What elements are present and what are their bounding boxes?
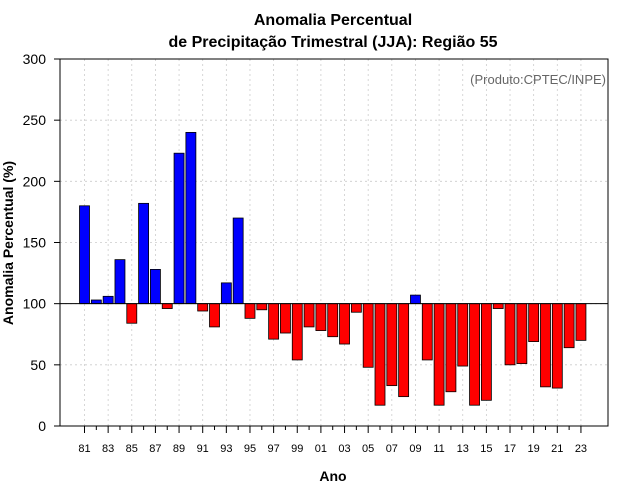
x-tick-label: 03	[338, 443, 350, 455]
bar-05	[362, 303, 374, 368]
x-axis: 81 83 85 87 89 91 93 95 97 99 01 03 05 07 09 11 13 15 17 19…	[78, 426, 587, 455]
bar-84	[114, 259, 126, 305]
bar-11	[433, 303, 445, 406]
y-axis: 0 50 100 150 200 250 300	[23, 51, 60, 434]
y-tick-label: 100	[23, 296, 47, 312]
bar-89	[173, 152, 185, 305]
bar-93	[220, 282, 232, 305]
bar-88	[161, 303, 173, 309]
bar-10	[421, 303, 433, 361]
bar-03	[339, 303, 350, 345]
bar-08	[398, 303, 410, 398]
bar-17	[504, 303, 516, 366]
bar-23	[575, 303, 587, 341]
x-tick-label: 81	[78, 443, 90, 455]
bar-04	[350, 303, 362, 313]
y-tick-label: 200	[23, 173, 47, 189]
x-tick-label: 83	[102, 443, 114, 455]
bar-20	[540, 303, 551, 388]
x-tick-label: 85	[126, 443, 138, 455]
bar-09	[410, 294, 421, 305]
x-tick-label: 87	[149, 443, 161, 455]
bar-94	[232, 217, 244, 305]
x-tick-label: 89	[173, 443, 185, 455]
y-tick-label: 0	[38, 418, 46, 434]
bar-82	[90, 299, 102, 305]
y-axis-label: Anomalia Percentual (%)	[0, 161, 16, 325]
bar-91	[197, 303, 209, 312]
bar-87	[150, 269, 161, 305]
y-tick-label: 50	[30, 357, 46, 373]
bar-95	[244, 303, 256, 319]
bar-07	[386, 303, 398, 387]
bar-21	[551, 303, 563, 389]
x-tick-label: 01	[315, 443, 327, 455]
x-tick-label: 05	[362, 443, 374, 455]
x-tick-label: 91	[197, 443, 209, 455]
x-tick-label: 13	[457, 443, 469, 455]
bar-12	[445, 303, 457, 393]
bars-layer	[79, 131, 587, 406]
bar-13	[457, 303, 469, 367]
bar-83	[102, 295, 114, 305]
bar-16	[492, 303, 504, 309]
y-tick-label: 300	[23, 51, 47, 67]
x-tick-label: 09	[409, 443, 421, 455]
x-tick-label: 17	[504, 443, 516, 455]
bar-14	[469, 303, 480, 406]
y-tick-label: 250	[23, 112, 47, 128]
x-axis-label: Ano	[319, 468, 346, 484]
y-tick-label: 150	[23, 235, 47, 251]
bar-96	[256, 303, 268, 311]
bar-99	[291, 303, 303, 361]
chart-title-line1: Anomalia Percentual	[254, 12, 412, 29]
x-tick-label: 15	[480, 443, 492, 455]
x-tick-label: 07	[386, 443, 398, 455]
x-tick-label: 21	[551, 443, 563, 455]
bar-90	[185, 131, 197, 305]
bar-81	[79, 205, 90, 305]
x-tick-label: 11	[433, 443, 444, 455]
bar-22	[563, 303, 575, 349]
source-annotation: (Produto:CPTEC/INPE)	[470, 72, 606, 87]
bar-06	[374, 303, 386, 406]
bar-86	[138, 202, 150, 305]
x-tick-label: 23	[575, 443, 587, 455]
bar-01	[315, 303, 327, 331]
x-tick-label: 19	[528, 443, 540, 455]
x-tick-label: 97	[267, 443, 279, 455]
bar-92	[209, 303, 220, 328]
bar-15	[480, 303, 492, 401]
bar-98	[280, 303, 291, 334]
bar-85	[126, 303, 138, 324]
bar-97	[268, 303, 280, 340]
bar-19	[528, 303, 540, 342]
x-tick-label: 95	[244, 443, 256, 455]
chart-title-line2: de Precipitação Trimestral (JJA): Região…	[168, 34, 497, 51]
x-tick-label: 99	[291, 443, 303, 455]
bar-00	[303, 303, 315, 328]
bar-18	[516, 303, 528, 365]
bar-02	[327, 303, 339, 338]
x-tick-label: 93	[220, 443, 232, 455]
